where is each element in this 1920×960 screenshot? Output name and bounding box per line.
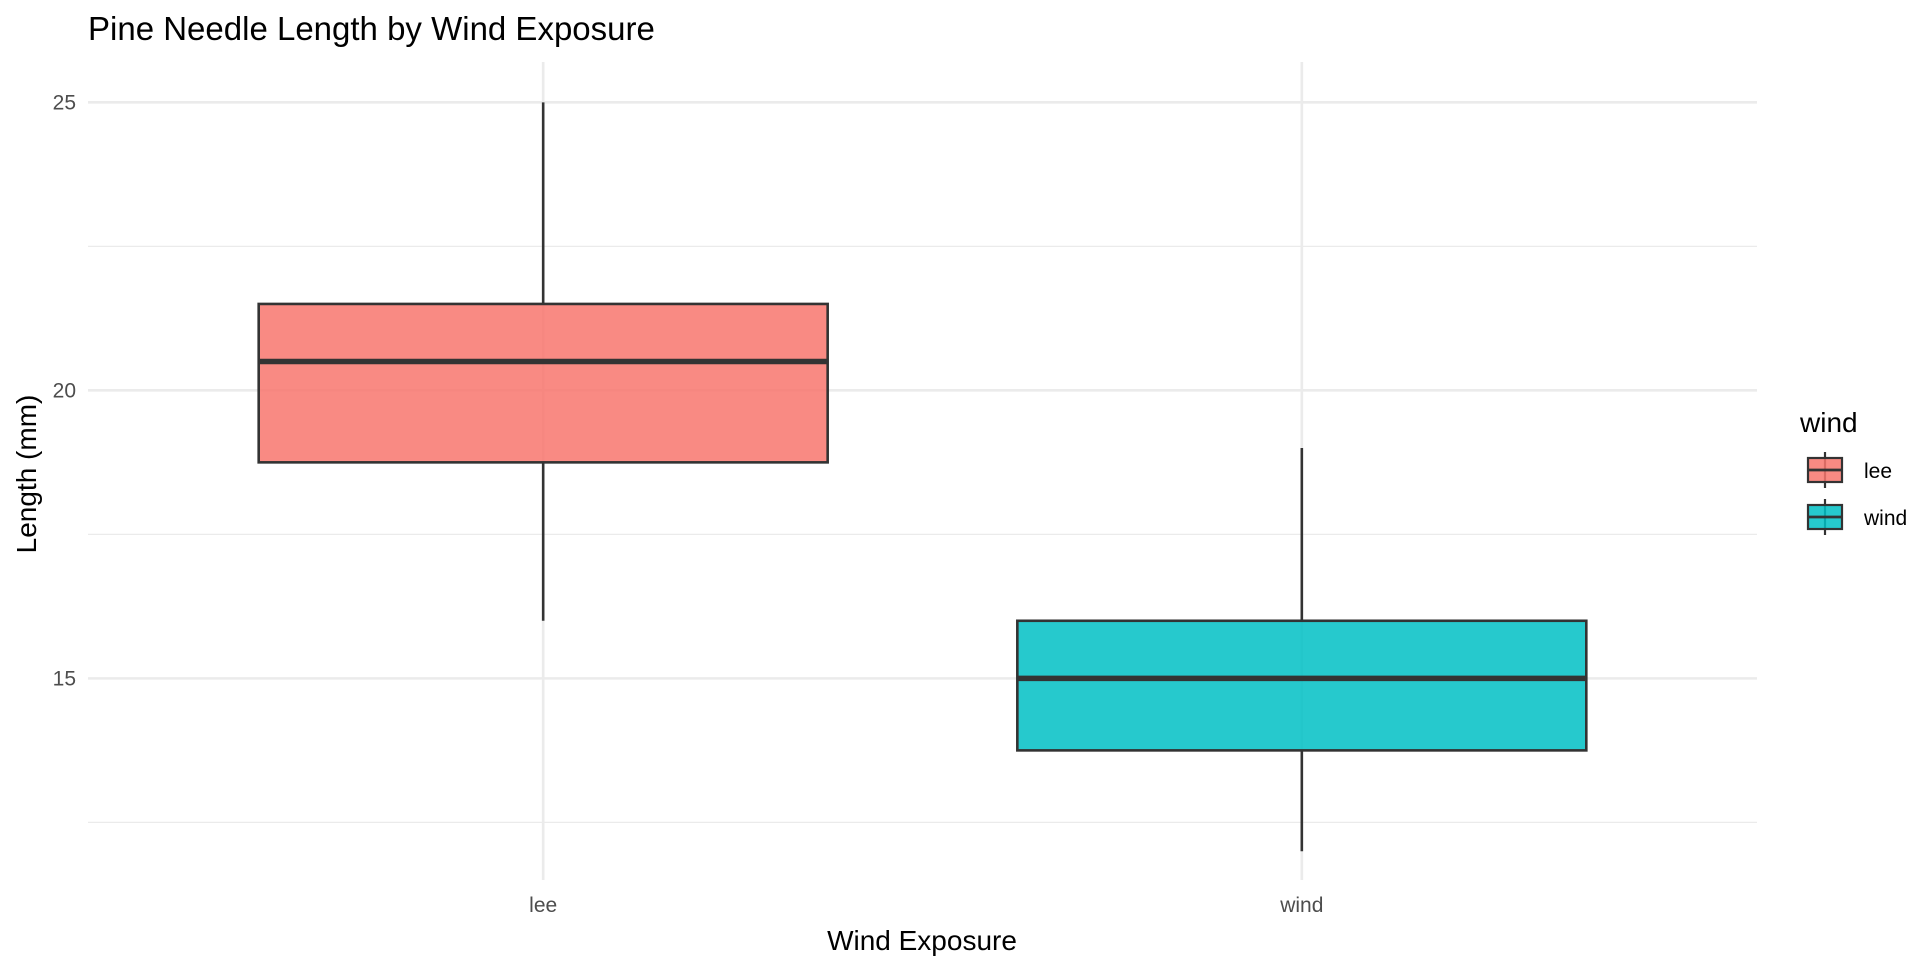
chart-title: Pine Needle Length by Wind Exposure (88, 10, 655, 47)
y-axis-ticks: 15 20 25 (53, 91, 76, 690)
box-iqr-rect (1016, 619, 1588, 752)
box-iqr-rect (257, 302, 829, 464)
legend-label: lee (1864, 460, 1892, 483)
x-tick-label: lee (529, 894, 557, 917)
y-tick-label: 15 (53, 667, 76, 690)
x-axis-title: Wind Exposure (827, 925, 1017, 956)
y-axis-title: Length (mm) (11, 395, 42, 554)
legend-label: wind (1863, 507, 1907, 530)
boxes-layer (257, 102, 1588, 852)
legend-key-wind: wind (1806, 499, 1907, 535)
y-tick-label: 25 (53, 91, 76, 114)
y-tick-label: 20 (53, 379, 76, 402)
legend-key-lee: lee (1806, 452, 1892, 488)
grid-layer (88, 62, 1757, 880)
legend-title: wind (1799, 407, 1858, 438)
x-axis-ticks: lee wind (529, 894, 1323, 917)
x-tick-label: wind (1279, 894, 1323, 917)
box-lee (257, 102, 829, 621)
box-wind (1016, 447, 1588, 852)
legend-keys: lee wind (1806, 452, 1907, 535)
